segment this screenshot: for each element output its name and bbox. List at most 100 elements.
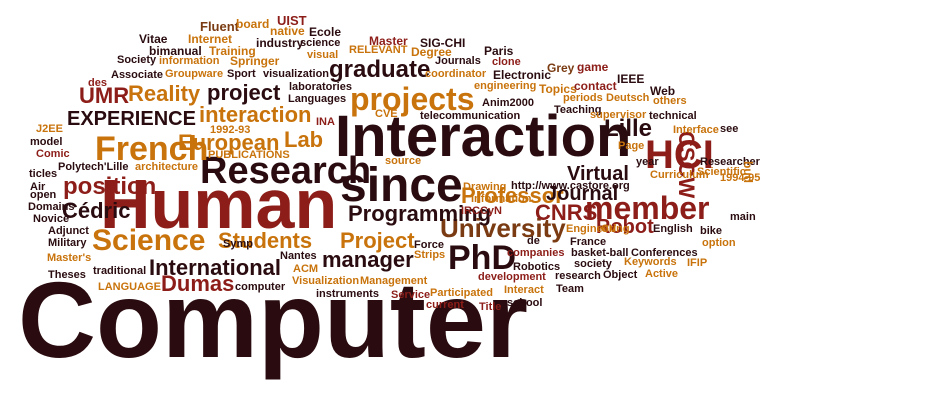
word-teaching: Teaching bbox=[554, 104, 602, 116]
word-board: board bbox=[236, 17, 270, 31]
word-international: International bbox=[149, 255, 282, 280]
word-since: since bbox=[340, 159, 463, 212]
word-internet: Internet bbox=[188, 32, 233, 46]
word-ifip: IFIP bbox=[687, 257, 708, 269]
word-reality: Reality bbox=[128, 81, 201, 106]
word-main: main bbox=[730, 211, 756, 223]
word-periods: periods bbox=[563, 92, 603, 104]
word-students: Students bbox=[218, 228, 313, 253]
word-bike: bike bbox=[700, 225, 723, 237]
word-air: Air bbox=[30, 181, 46, 193]
word-experience: EXPERIENCE bbox=[67, 108, 196, 130]
word-des: des bbox=[88, 77, 107, 89]
word-interface: Interface bbox=[673, 124, 719, 136]
word-option: option bbox=[702, 237, 736, 249]
word-cscw: CSCW bbox=[674, 131, 699, 199]
word-contact: contact bbox=[574, 79, 617, 93]
word-web: Web bbox=[650, 84, 676, 98]
word-title: Title bbox=[479, 301, 502, 313]
word-scientific: Scientific bbox=[697, 166, 746, 178]
word-relevant: RELEVANT bbox=[349, 44, 408, 56]
word-novice: Novice bbox=[33, 213, 70, 225]
word-paris: Paris bbox=[484, 44, 514, 58]
word-fluent: Fluent bbox=[200, 19, 239, 34]
word-degree: Degree bbox=[411, 45, 452, 59]
word-springer: Springer bbox=[230, 54, 280, 68]
word-journals: Journals bbox=[435, 55, 481, 67]
word-page: Page bbox=[618, 140, 645, 152]
word-robot: Robot bbox=[596, 216, 654, 238]
word-nantes: Nantes bbox=[280, 250, 317, 262]
word-umr: UMR bbox=[79, 83, 130, 108]
word-engineering: Engineering bbox=[566, 223, 630, 235]
word-researcher: Researcher bbox=[700, 156, 760, 168]
word-graduate: graduate bbox=[329, 56, 431, 83]
word-http-www-castore-org: http://www.castore.org bbox=[511, 180, 630, 192]
word-others: others bbox=[653, 95, 687, 107]
word-society: Society bbox=[117, 54, 157, 66]
word-manager: manager bbox=[322, 247, 414, 272]
word-instruments: instruments bbox=[316, 288, 379, 300]
word-cv: CV bbox=[601, 223, 617, 235]
word-france: France bbox=[570, 236, 607, 248]
word-lille: Lille bbox=[604, 115, 653, 142]
word-human: Human bbox=[100, 165, 338, 243]
word-drawing: Drawing bbox=[463, 181, 507, 193]
word-sport: Sport bbox=[227, 68, 256, 80]
word-ina: INA bbox=[316, 116, 335, 128]
word-groupware: Groupware bbox=[165, 68, 224, 80]
word-polytech-lille: Polytech'Lille bbox=[58, 161, 129, 173]
word-project: Project bbox=[340, 228, 415, 253]
word-strips: Strips bbox=[414, 249, 446, 261]
word-deutsch: Deutsch bbox=[606, 92, 650, 104]
word-associate: Associate bbox=[111, 69, 163, 81]
word-european: European bbox=[178, 130, 280, 155]
word-master-s: Master's bbox=[47, 252, 92, 264]
word-symp: Symp bbox=[223, 238, 253, 250]
word-conferences: Conferences bbox=[631, 247, 698, 259]
word-adjunct: Adjunct bbox=[48, 225, 89, 237]
word-keywords: Keywords bbox=[624, 256, 677, 268]
word-j2ee: J2EE bbox=[36, 123, 63, 135]
word-publications: PUBLICATIONS bbox=[208, 149, 290, 161]
word-interaction: Interaction bbox=[335, 104, 632, 169]
word-language: LANGUAGE bbox=[98, 281, 161, 293]
word-technical: technical bbox=[649, 110, 697, 122]
word-theses: Theses bbox=[48, 269, 86, 281]
word-development: development bbox=[478, 271, 546, 283]
word-information: Information bbox=[471, 193, 532, 205]
word-phd: PhD bbox=[448, 239, 516, 277]
word-interact: Interact bbox=[504, 284, 544, 296]
word-virtual: Virtual bbox=[567, 163, 629, 185]
word-grey: Grey bbox=[547, 61, 575, 75]
word-curriculum: Curriculum bbox=[650, 169, 709, 181]
word-object: Object bbox=[603, 269, 638, 281]
word-domains: Domains bbox=[28, 201, 75, 213]
word-participated: Participated bbox=[430, 287, 493, 299]
word-coordinator: coordinator bbox=[425, 68, 487, 80]
word-research: Research bbox=[200, 150, 372, 192]
word-school: school bbox=[507, 297, 543, 309]
word-de: de bbox=[527, 235, 540, 247]
word-ticles: ticles bbox=[29, 168, 58, 180]
word-1994-95: 1994-95 bbox=[720, 172, 761, 184]
word-current: current bbox=[426, 299, 464, 311]
word-ieee: IEEE bbox=[617, 72, 645, 86]
word-supervisor: supervisor bbox=[590, 109, 647, 121]
word-science: Science bbox=[92, 224, 206, 257]
word-position: position bbox=[63, 173, 157, 200]
word-science: science bbox=[300, 37, 341, 49]
word-information: information bbox=[159, 55, 220, 67]
word-robotics: Robotics bbox=[513, 261, 561, 273]
word-force: Force bbox=[414, 239, 444, 251]
word-comic: Comic bbox=[36, 148, 70, 160]
word-project: project bbox=[207, 80, 281, 105]
word-basket-ball: basket-ball bbox=[571, 247, 629, 259]
word-visualization: Visualization bbox=[292, 275, 360, 287]
word-master: Master bbox=[369, 34, 408, 48]
word-see: see bbox=[720, 123, 739, 135]
word-sig-chi: SIG-CHI bbox=[420, 36, 466, 50]
word-computer: Computer bbox=[18, 259, 528, 380]
word-computer: computer bbox=[235, 281, 286, 293]
word-languages: Languages bbox=[288, 93, 347, 105]
